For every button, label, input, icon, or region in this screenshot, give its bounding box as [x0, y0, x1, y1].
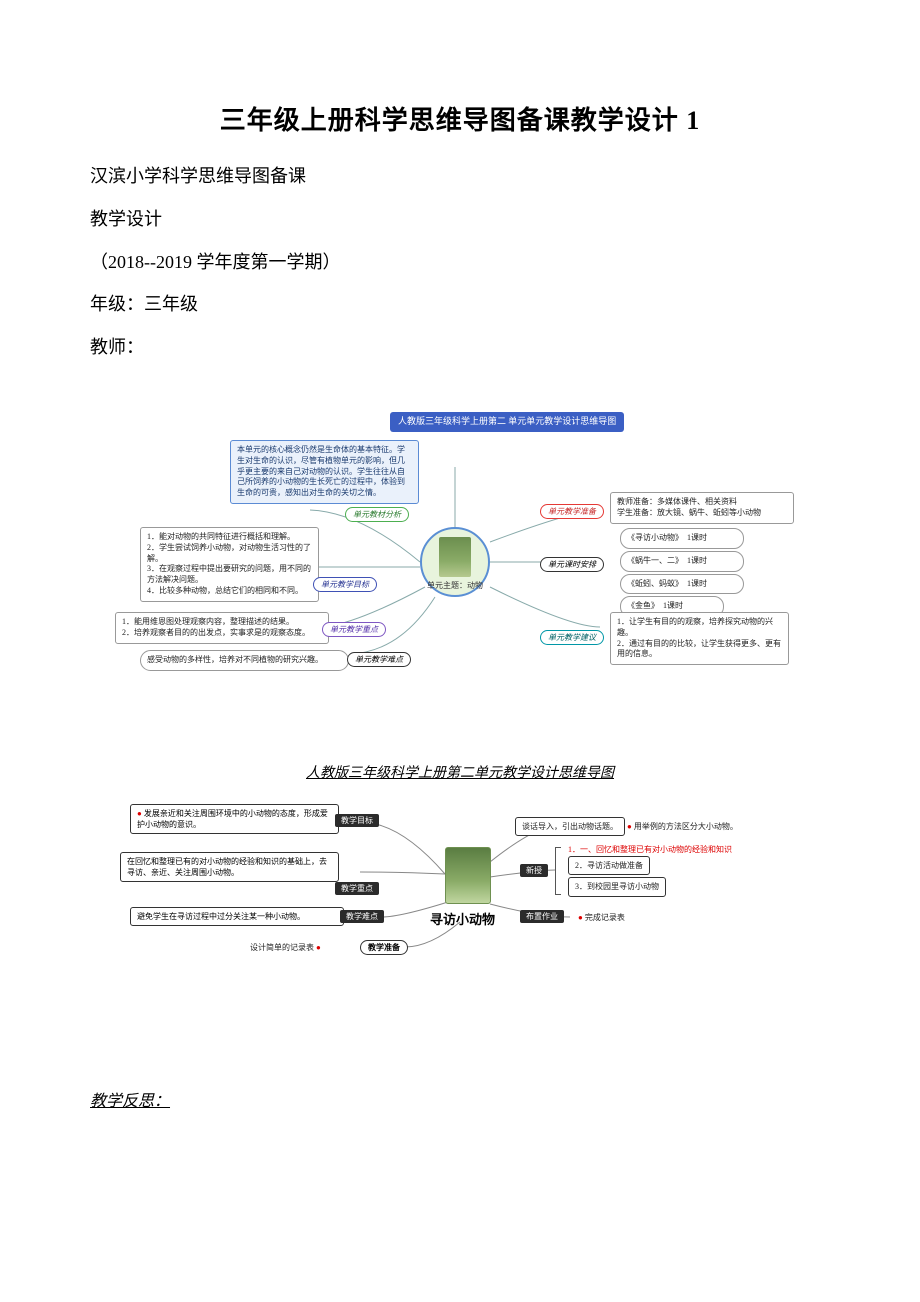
d2-goal-tag-wrap: 教学目标	[335, 814, 379, 827]
analysis-box: 本单元的核心概念仍然是生命体的基本特征。学生对生命的认识，尽管有植物单元的影响，…	[230, 440, 419, 504]
goals-box: 1．能对动物的共同特征进行概括和理解。 2．学生尝试饲养小动物，对动物生活习性的…	[140, 527, 319, 602]
goals-tag: 单元教学目标	[313, 577, 377, 592]
d2-focus-box: 在回忆和整理已有的对小动物的经验和知识的基础上，去寻访、亲近、关注周围小动物。	[120, 852, 339, 882]
analysis-tag-wrap: 单元教材分析	[345, 507, 409, 522]
prep-student: 学生准备：放大镜、蜗牛、蚯蚓等小动物	[617, 508, 787, 519]
d2-method: 用举例的方法区分大小动物。	[634, 822, 738, 831]
d2-diff-box: 避免学生在寻访过程中过分关注某一种小动物。	[130, 907, 344, 926]
d2-teach-3: 3．到校园里寻访小动物	[568, 877, 666, 896]
suggest-2: 2．通过有目的的比较，让学生获得更多、更有用的信息。	[617, 639, 782, 661]
page-title: 三年级上册科学思维导图备课教学设计 1	[90, 100, 830, 137]
brace-icon	[555, 847, 562, 895]
plant-image	[439, 537, 471, 577]
d2-center-image	[445, 847, 491, 904]
diff-tag: 单元教学难点	[347, 652, 411, 667]
d2-teach-list: 1．一、回忆和整理已有对小动物的经验和知识 2．寻访活动做准备 3．到校园里寻访…	[568, 844, 798, 898]
suggest-tag: 单元教学建议	[540, 630, 604, 645]
suggest-1: 1．让学生有目的的观察，培养探究动物的兴趣。	[617, 617, 782, 639]
d2-teach-2: 2．寻访活动做准备	[568, 856, 650, 875]
meta-school: 汉滨小学科学思维导图备课	[90, 162, 830, 191]
d2-focus-tag-wrap: 教学重点	[335, 882, 379, 895]
prep-tag-wrap: 单元教学准备	[540, 504, 604, 519]
d2-hw-row: ● 完成记录表	[578, 912, 625, 923]
center-label: 单元主题：动物	[422, 580, 488, 591]
meta-term: （2018--2019 学年度第一学期）	[90, 248, 830, 277]
d1-header: 人教版三年级科学上册第二 单元单元教学设计思维导图	[390, 412, 624, 432]
d2-intro: 谈话导入，引出动物话题。	[515, 817, 625, 836]
prep-tag: 单元教学准备	[540, 504, 604, 519]
analysis-tag: 单元教材分析	[345, 507, 409, 522]
goal-3: 3．在观察过程中提出要研究的问题，用不同的方法解决问题。	[147, 564, 312, 586]
teaching-reflection-label: 教学反思：	[90, 1087, 920, 1111]
d2-diff-tag-wrap: 教学难点	[340, 910, 384, 923]
lesson-mindmap: 寻访小动物 ● 发展亲近和关注周围环境中的小动物的态度，形成爱护小动物的意识。 …	[100, 792, 820, 982]
center-node: 单元主题：动物	[420, 527, 490, 597]
hours-2: 《蜗牛一、二》 1课时	[620, 551, 744, 572]
d2-teach-tag-wrap: 新授	[520, 864, 548, 877]
goals-tag-wrap: 单元教学目标	[313, 577, 377, 592]
d2-prep-tag-wrap: 教学准备	[360, 940, 408, 955]
d2-teach-tag: 新授	[520, 864, 548, 877]
d2-teach-1: 1．一、回忆和整理已有对小动物的经验和知识	[568, 844, 798, 855]
d2-prep-tag: 教学准备	[360, 940, 408, 955]
hours-1: 《寻访小动物》 1课时	[620, 528, 744, 549]
meta-teacher: 教师：	[90, 333, 830, 362]
meta-doc: 教学设计	[90, 205, 830, 234]
focus-box: 1．能用维恩图处理观察内容，整理描述的结果。 2．培养观察者目的的出发点，实事求…	[115, 612, 329, 644]
hours-tag: 单元课时安排	[540, 557, 604, 572]
d2-diff-tag: 教学难点	[340, 910, 384, 923]
d2-goal-text: 发展亲近和关注周围环境中的小动物的态度，形成爱护小动物的意识。	[137, 809, 328, 829]
d2-center-label: 寻访小动物	[430, 909, 495, 928]
d2-title: 人教版三年级科学上册第二单元教学设计思维导图	[90, 762, 830, 782]
suggest-tag-wrap: 单元教学建议	[540, 630, 604, 645]
d2-focus-tag: 教学重点	[335, 882, 379, 895]
prep-teacher: 教师准备：多媒体课件、相关资料	[617, 497, 787, 508]
focus-tag: 单元教学重点	[322, 622, 386, 637]
focus-tag-wrap: 单元教学重点	[322, 622, 386, 637]
diff-tag-wrap: 单元教学难点	[347, 652, 411, 667]
d2-hw-tag: 布置作业	[520, 910, 564, 923]
goal-2: 2．学生尝试饲养小动物，对动物生活习性的了解。	[147, 543, 312, 565]
hours-tag-wrap: 单元课时安排	[540, 557, 604, 572]
goal-4: 4．比较多种动物，总结它们的相同和不同。	[147, 586, 312, 597]
focus-2: 2．培养观察者目的的出发点，实事求是的观察态度。	[122, 628, 322, 639]
d2-prep-text: 设计简单的记录表 ●	[250, 942, 321, 953]
focus-1: 1．能用维恩图处理观察内容，整理描述的结果。	[122, 617, 322, 628]
suggest-box: 1．让学生有目的的观察，培养探究动物的兴趣。 2．通过有目的的比较，让学生获得更…	[610, 612, 789, 665]
meta-grade: 年级：三年级	[90, 290, 830, 319]
d2-hw: 完成记录表	[585, 913, 625, 922]
d2-goal-tag: 教学目标	[335, 814, 379, 827]
unit-mindmap: 人教版三年级科学上册第二 单元单元教学设计思维导图 单元主题：动物 本单元的核心…	[100, 412, 820, 722]
diff-box: 感受动物的多样性，培养对不同植物的研究兴趣。	[140, 650, 349, 671]
d2-intro-row: 谈话导入，引出动物话题。 ● 用举例的方法区分大小动物。	[515, 817, 805, 836]
prep-box: 教师准备：多媒体课件、相关资料 学生准备：放大镜、蜗牛、蚯蚓等小动物	[610, 492, 794, 524]
d2-goal-box: ● 发展亲近和关注周围环境中的小动物的态度，形成爱护小动物的意识。	[130, 804, 339, 834]
d2-hw-tag-wrap: 布置作业	[520, 910, 564, 923]
goal-1: 1．能对动物的共同特征进行概括和理解。	[147, 532, 312, 543]
hours-3: 《蚯蚓、蚂蚁》 1课时	[620, 574, 744, 595]
